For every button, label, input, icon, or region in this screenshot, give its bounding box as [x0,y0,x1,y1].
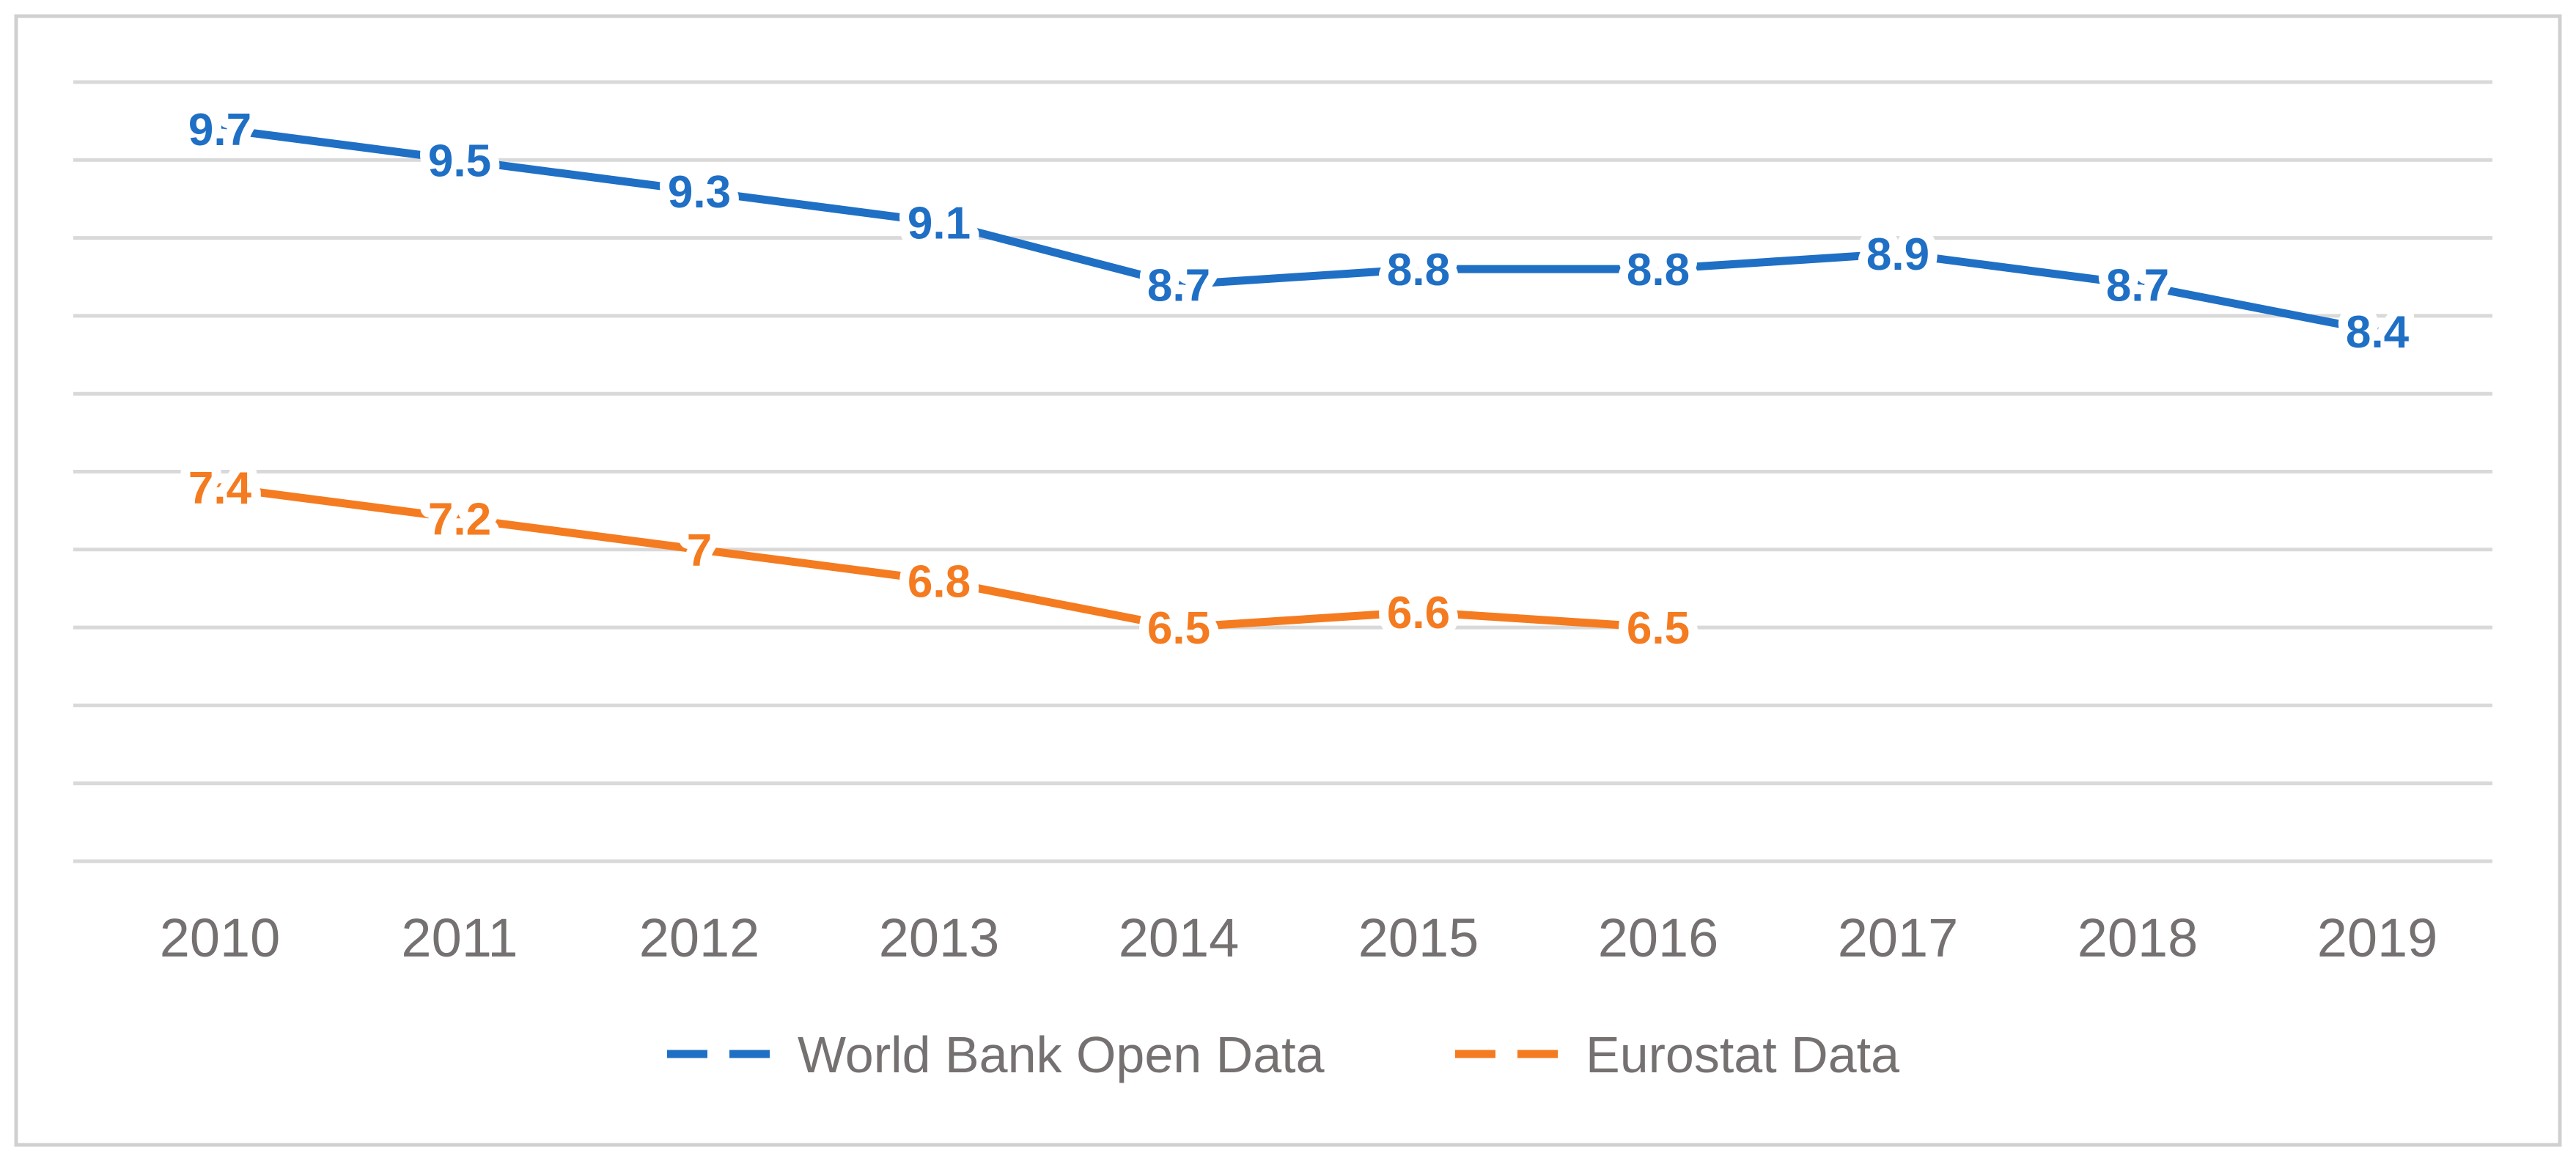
data-label-world-bank-open-data: 9.1 [908,198,971,248]
x-tick-label: 2018 [2078,907,2198,968]
x-tick-label: 2014 [1119,907,1240,968]
series-lines [216,125,2382,632]
series-line-eurostat-data [216,483,1663,632]
data-label-world-bank-open-data: 9.5 [428,136,491,186]
data-label-world-bank-open-data: 8.7 [1147,260,1210,311]
data-label-eurostat-data: 7.2 [428,494,491,545]
chart-frame [14,14,2562,1147]
x-tick-label: 2012 [639,907,760,968]
data-label-eurostat-data: 7 [687,526,712,576]
data-label-world-bank-open-data: 9.3 [668,167,731,218]
x-tick-label: 2010 [160,907,281,968]
x-axis: 2010 2011 2012 2013 2014 2015 2016 2017 2018 2019 [160,907,2438,968]
legend: World Bank Open Data Eurostat Data [667,1026,1899,1083]
legend-label-world-bank-open-data: World Bank Open Data [798,1026,1325,1083]
gridlines [73,80,2492,863]
data-label-eurostat-data: 6.5 [1147,603,1210,654]
series-line-world-bank-open-data [216,125,2382,336]
data-label-world-bank-open-data: 8.9 [1866,229,1929,280]
data-label-eurostat-data: 6.6 [1387,588,1450,638]
data-label-world-bank-open-data: 8.7 [2106,260,2169,311]
data-labels: 9.7 9.5 9.3 9.1 8.7 8.8 8.8 8.9 8.7 8.4 7.4 7.2 7 6.8… [179,95,2419,663]
x-tick-label: 2016 [1598,907,1719,968]
x-tick-label: 2019 [2317,907,2438,968]
data-label-eurostat-data: 6.5 [1627,603,1690,654]
x-tick-label: 2013 [879,907,1000,968]
data-label-world-bank-open-data: 8.8 [1627,245,1690,295]
data-label-world-bank-open-data: 8.8 [1387,245,1450,295]
x-tick-label: 2015 [1358,907,1479,968]
data-label-world-bank-open-data: 8.4 [2346,307,2410,358]
data-label-world-bank-open-data: 9.7 [188,105,251,155]
data-label-eurostat-data: 6.8 [908,556,971,607]
data-label-eurostat-data: 7.4 [188,463,252,514]
x-tick-label: 2017 [1838,907,1959,968]
legend-label-eurostat-data: Eurostat Data [1586,1026,1899,1083]
x-tick-label: 2011 [401,907,518,968]
